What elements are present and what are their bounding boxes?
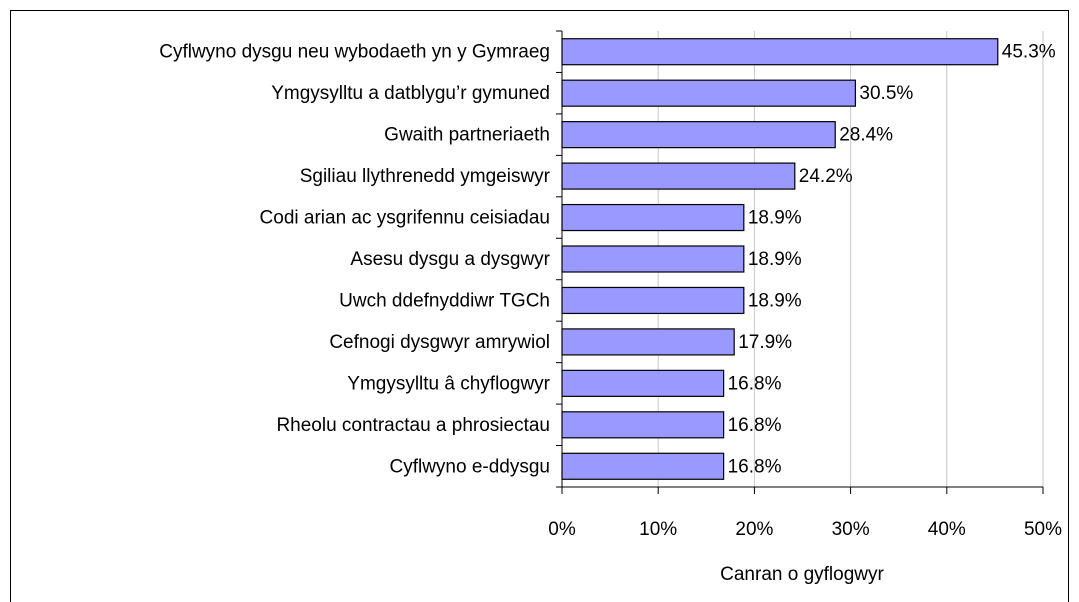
y-tick-label: Sgiliau llythrenedd ymgeiswyr	[300, 166, 551, 187]
value-label: 18.9%	[748, 249, 802, 270]
bar	[561, 328, 735, 356]
x-tick-label: 40%	[928, 519, 966, 540]
bar	[561, 411, 725, 439]
bar	[561, 203, 745, 232]
bar	[561, 369, 725, 397]
x-tick-label: 30%	[832, 519, 870, 540]
y-tick-label: Gwaith partneriaeth	[384, 125, 550, 146]
x-axis-title: Canran o gyflogwyr	[720, 564, 884, 585]
value-label: 24.2%	[799, 166, 853, 187]
bar	[561, 452, 725, 480]
value-label: 16.8%	[728, 415, 782, 436]
y-tick-label: Rheolu contractau a phrosiectau	[276, 415, 550, 436]
value-label: 18.9%	[748, 208, 802, 229]
y-tick-label: Ymgysylltu a datblygu’r gymuned	[271, 83, 550, 104]
y-tick-label: Asesu dysgu a dysgwyr	[350, 249, 550, 270]
bar	[561, 162, 796, 190]
chart-border	[10, 10, 1069, 602]
x-tick-label: 50%	[1024, 519, 1062, 540]
bar	[561, 286, 745, 315]
y-tick-label: Uwch ddefnyddiwr TGCh	[339, 290, 550, 311]
bar	[561, 38, 999, 66]
x-tick-label: 10%	[639, 519, 677, 540]
bar	[561, 245, 745, 273]
value-label: 16.8%	[728, 373, 782, 394]
value-label: 45.3%	[1002, 42, 1056, 63]
x-tick-label: 0%	[548, 519, 576, 540]
y-tick-label: Cefnogi dysgwyr amrywiol	[329, 332, 550, 353]
bar	[561, 121, 836, 149]
bar	[561, 79, 857, 107]
y-tick-label: Codi arian ac ysgrifennu ceisiadau	[260, 208, 550, 229]
y-tick-label: Cyflwyno dysgu neu wybodaeth yn y Gymrae…	[159, 42, 550, 63]
x-tick-label: 20%	[735, 519, 773, 540]
value-label: 28.4%	[839, 125, 893, 146]
value-label: 18.9%	[748, 290, 802, 311]
y-tick-label: Cyflwyno e-ddysgu	[389, 456, 550, 477]
value-label: 16.8%	[728, 456, 782, 477]
value-label: 30.5%	[859, 83, 913, 104]
y-tick-label: Ymgysylltu â chyflogwyr	[347, 373, 550, 394]
value-label: 17.9%	[738, 332, 792, 353]
